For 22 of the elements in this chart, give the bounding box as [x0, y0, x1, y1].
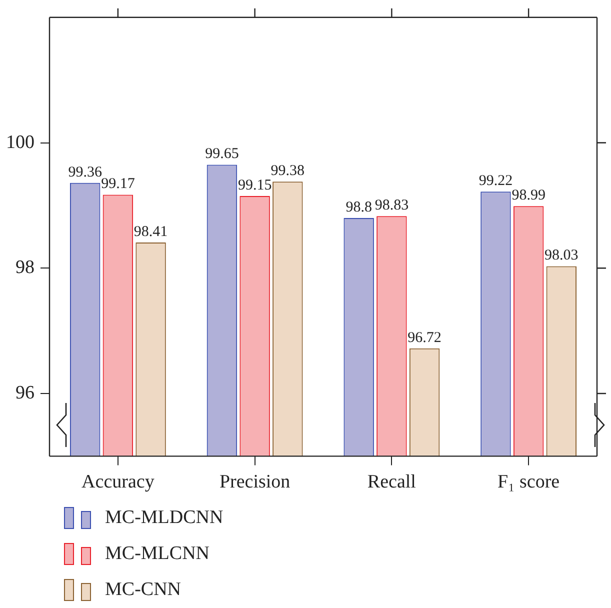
x-tick-label: F₁ score: [498, 472, 560, 493]
data-label: 98.99: [512, 188, 546, 204]
data-label: 99.65: [205, 146, 239, 162]
data-label: 99.38: [270, 163, 305, 180]
legend-label: MC-MLCNN: [105, 543, 210, 565]
data-label: 98.83: [374, 198, 409, 214]
data-label: 96.72: [408, 330, 442, 346]
data-label: 98.8: [346, 199, 372, 216]
data-label: 99.15: [238, 177, 272, 194]
y-tick-label: 100: [6, 132, 34, 153]
data-label: 99.36: [68, 164, 102, 180]
x-tick-label: Accuracy: [82, 472, 155, 493]
data-label: 98.41: [134, 224, 168, 240]
data-label: 98.03: [544, 248, 578, 264]
legend-label: MC-MLDCNN: [105, 507, 224, 529]
x-tick-label: Recall: [367, 472, 416, 493]
x-tick-label: Precision: [219, 472, 291, 493]
data-label: 99.22: [478, 173, 513, 190]
y-tick-label: 96: [16, 382, 34, 404]
data-label: 99.17: [101, 176, 136, 192]
legend-label: MC-CNN: [105, 579, 182, 601]
y-tick-label: 98: [16, 257, 34, 278]
